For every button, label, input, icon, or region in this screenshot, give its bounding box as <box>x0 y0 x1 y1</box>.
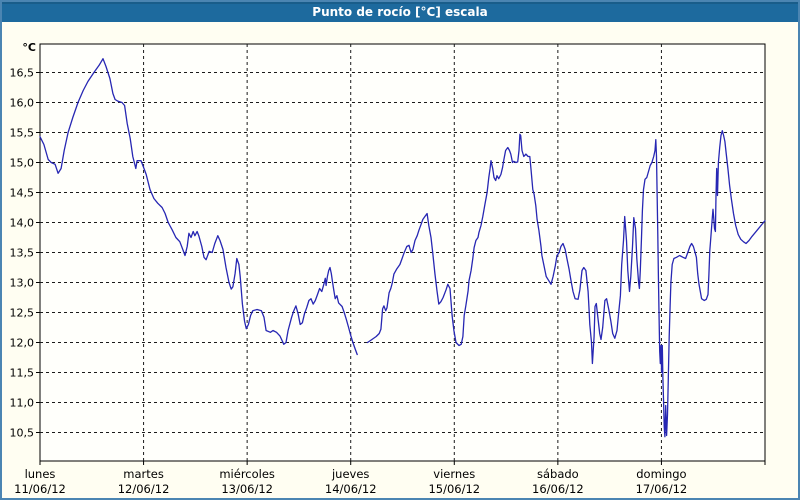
y-tick-label: 11,5 <box>10 367 35 380</box>
y-tick-label: 12,5 <box>10 307 35 320</box>
y-tick-label: 13,5 <box>10 247 35 260</box>
x-day-label: domingo <box>636 467 686 481</box>
window-title: Punto de rocío [°C] escala <box>312 5 488 19</box>
y-tick-label: 12,0 <box>10 337 35 350</box>
x-day-label: lunes <box>25 467 56 481</box>
y-tick-label: 16,0 <box>10 97 35 110</box>
y-tick-label: 14,5 <box>10 187 35 200</box>
x-day-label: sábado <box>537 467 579 481</box>
dewpoint-chart: 16,5 16,0 15,5 15,0 14,5 14,0 13,5 13,0 12,5 12,0… <box>10 41 766 496</box>
x-day-label: jueves <box>331 467 369 481</box>
dewpoint-line <box>39 58 358 356</box>
x-date-label: 12/06/12 <box>118 482 170 496</box>
x-date-label: 14/06/12 <box>325 482 377 496</box>
x-date-label: 17/06/12 <box>636 482 688 496</box>
y-axis-unit-label: °C <box>22 41 36 54</box>
x-date-label: 15/06/12 <box>428 482 480 496</box>
y-tick-label: 15,0 <box>10 157 35 170</box>
y-tick-label: 10,5 <box>10 427 35 440</box>
y-tick-label: 15,5 <box>10 127 35 140</box>
y-tick-label: 14,0 <box>10 217 35 230</box>
x-day-label: viernes <box>433 467 475 481</box>
x-day-label: martes <box>123 467 164 481</box>
x-date-label: 11/06/12 <box>14 482 66 496</box>
x-day-label: miércoles <box>219 467 275 481</box>
y-tick-label: 11,0 <box>10 397 35 410</box>
y-tick-label: 16,5 <box>10 67 35 80</box>
window-titlebar: Punto de rocío [°C] escala <box>2 2 798 22</box>
x-date-label: 13/06/12 <box>221 482 273 496</box>
dewpoint-line <box>366 130 766 438</box>
y-tick-label: 13,0 <box>10 277 35 290</box>
x-date-label: 16/06/12 <box>532 482 584 496</box>
chart-area: 16,5 16,0 15,5 15,0 14,5 14,0 13,5 13,0 12,5 12,0… <box>2 22 798 498</box>
